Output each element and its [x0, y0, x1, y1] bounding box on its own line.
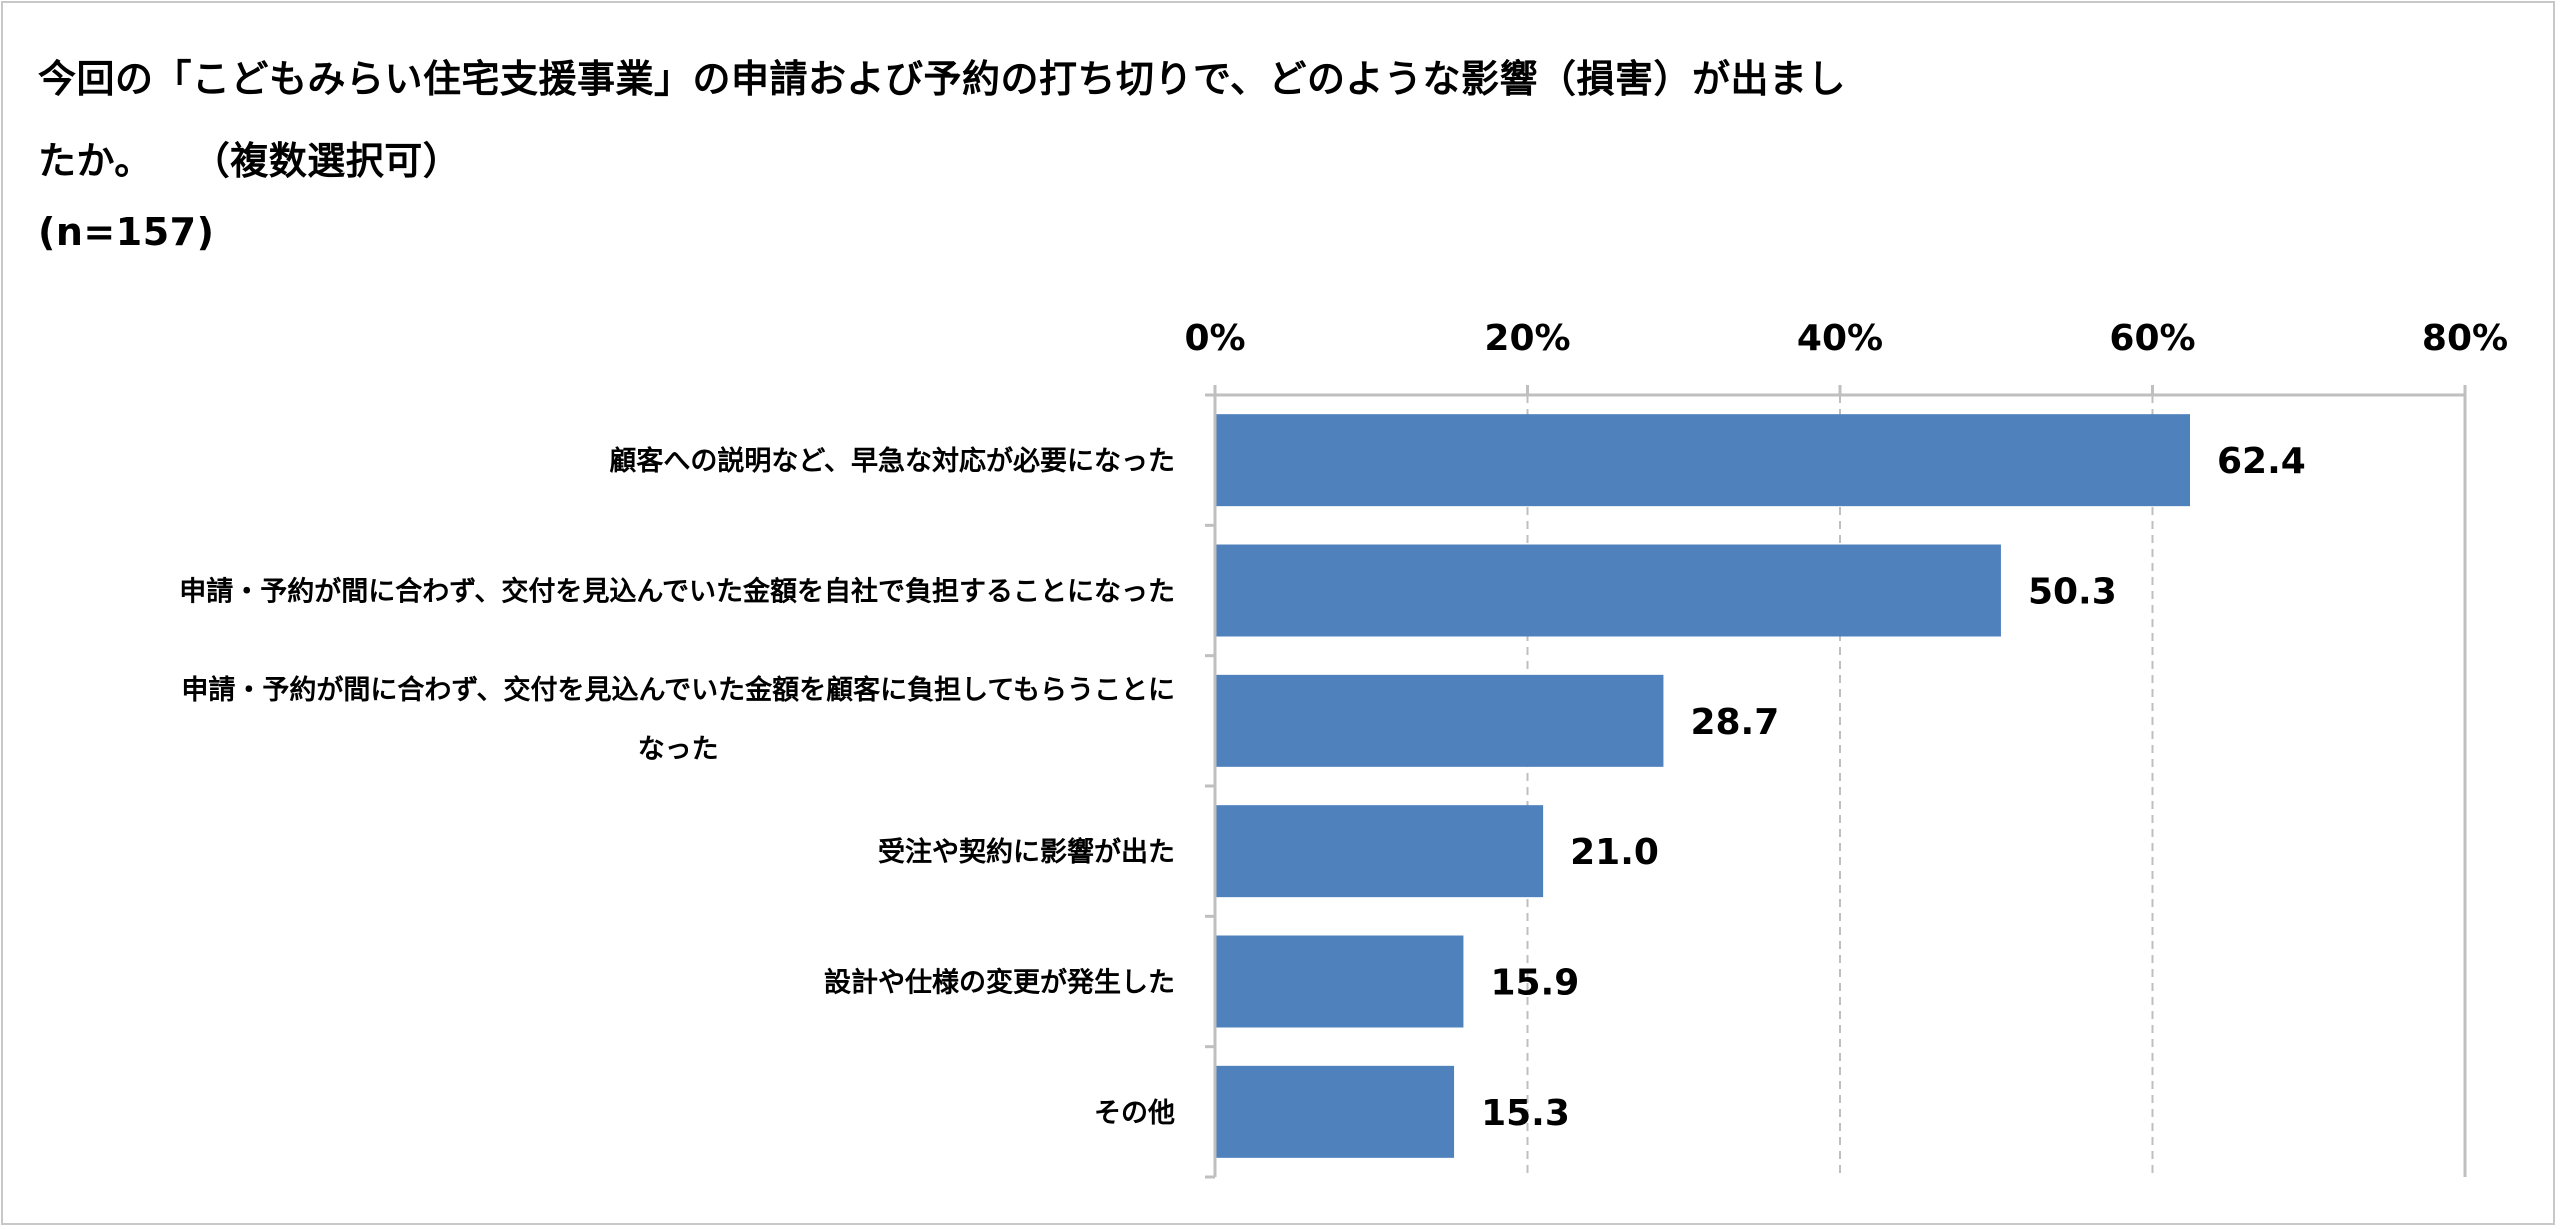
category-label-3-line-2: なった	[638, 734, 719, 765]
data-label-1: 62.4	[2217, 441, 2306, 482]
category-label-6: その他	[1094, 1098, 1175, 1129]
x-tick-label: 20%	[1484, 318, 1570, 359]
x-tick-label: 0%	[1184, 318, 1245, 359]
data-label-5: 15.9	[1490, 963, 1579, 1004]
data-label-4: 21.0	[1570, 832, 1659, 873]
data-label-6: 15.3	[1481, 1093, 1570, 1134]
category-label-1: 顧客への説明など、早急な対応が必要になった	[609, 445, 1175, 477]
x-tick-label: 80%	[2422, 318, 2508, 359]
sample-size-label: (n=157)	[38, 210, 215, 254]
bar-3	[1216, 674, 1664, 767]
data-label-3: 28.7	[1690, 702, 1779, 743]
bar-5	[1216, 935, 1464, 1028]
category-label-5: 設計や仕様の変更が発生した	[824, 967, 1175, 999]
category-label-4: 受注や契約に影響が出た	[878, 836, 1175, 868]
chart-title-line-1: 今回の「こどもみらい住宅支援事業」の申請および予約の打ち切りで、どのような影響（…	[38, 57, 1846, 101]
chart-title-line-2: たか。 （複数選択可）	[38, 139, 462, 183]
x-tick-label: 40%	[1797, 318, 1883, 359]
x-tick-label: 60%	[2109, 318, 2195, 359]
category-label-3-line-1: 申請・予約が間に合わず、交付を見込んでいた金額を顧客に負担してもらうことに	[181, 674, 1175, 706]
bar-1	[1216, 414, 2190, 507]
bar-4	[1216, 805, 1544, 898]
data-label-2: 50.3	[2028, 572, 2117, 613]
category-label-2: 申請・予約が間に合わず、交付を見込んでいた金額を自社で負担することになった	[179, 576, 1175, 608]
bar-6	[1216, 1065, 1455, 1158]
bar-2	[1216, 544, 2001, 637]
